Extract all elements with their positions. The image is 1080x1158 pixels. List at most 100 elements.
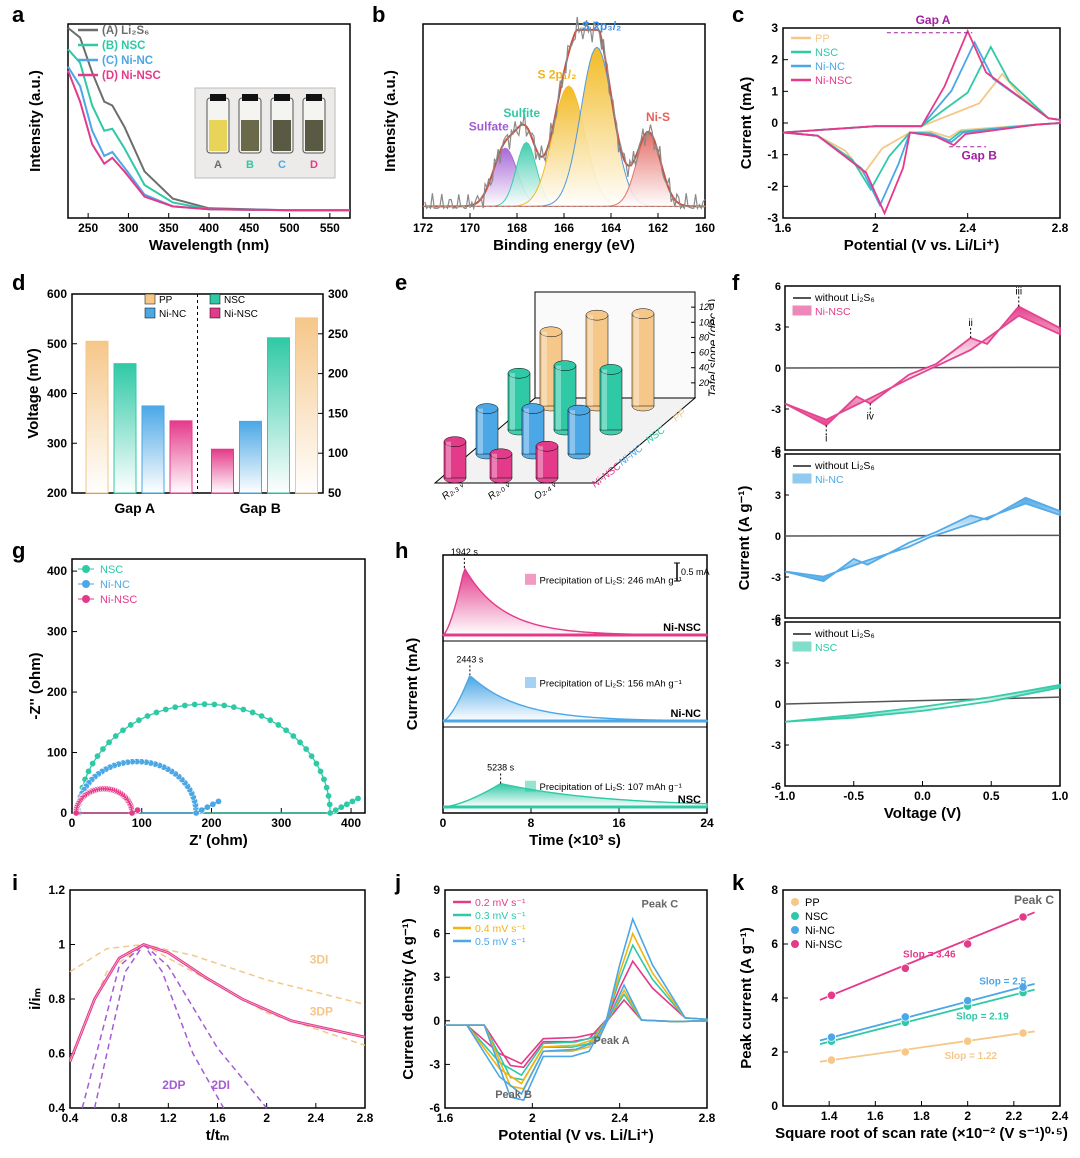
svg-text:-1.0: -1.0	[775, 789, 796, 803]
svg-text:A: A	[214, 159, 222, 171]
svg-text:S 2p₁/₂: S 2p₁/₂	[537, 67, 576, 81]
svg-text:400: 400	[199, 221, 219, 235]
svg-text:3: 3	[775, 490, 781, 502]
svg-text:200: 200	[47, 486, 67, 500]
svg-text:6: 6	[433, 927, 440, 941]
svg-text:6: 6	[775, 617, 781, 629]
svg-text:1942 s: 1942 s	[451, 547, 479, 557]
panel-g: 01002003004000100200300400Z' (ohm)-Z'' (…	[20, 545, 375, 855]
svg-text:2: 2	[964, 1109, 971, 1123]
svg-text:NSC: NSC	[815, 47, 838, 59]
svg-text:450: 450	[239, 221, 259, 235]
svg-text:2: 2	[771, 53, 778, 67]
svg-text:without Li₂S₆: without Li₂S₆	[814, 292, 875, 304]
svg-text:without Li₂S₆: without Li₂S₆	[814, 460, 875, 472]
svg-text:-3: -3	[429, 1057, 440, 1071]
svg-text:Intensity (a.u.): Intensity (a.u.)	[27, 70, 44, 172]
svg-text:6: 6	[771, 937, 778, 951]
svg-text:2DI: 2DI	[211, 1078, 230, 1092]
svg-text:0: 0	[771, 116, 778, 130]
svg-text:Ni-NC: Ni-NC	[100, 579, 130, 591]
svg-text:1.2: 1.2	[160, 1111, 177, 1125]
svg-text:without Li₂S₆: without Li₂S₆	[814, 628, 875, 640]
svg-text:-2: -2	[767, 179, 778, 193]
svg-text:3: 3	[433, 970, 440, 984]
chart-b: 172170168166164162160Binding energy (eV)…	[375, 8, 715, 258]
panel-b: 172170168166164162160Binding energy (eV)…	[375, 8, 715, 258]
svg-text:(C) Ni-NC: (C) Ni-NC	[102, 55, 153, 67]
svg-text:Wavelength (nm): Wavelength (nm)	[149, 237, 269, 254]
chart-i: 0.40.81.21.622.42.80.40.60.811.2t/tₘi/iₘ…	[20, 878, 375, 1148]
svg-text:200: 200	[47, 685, 67, 699]
svg-text:2: 2	[263, 1111, 270, 1125]
svg-text:Voltage (V): Voltage (V)	[884, 805, 961, 822]
svg-text:t/tₘ: t/tₘ	[206, 1127, 230, 1144]
svg-text:2.8: 2.8	[699, 1111, 715, 1125]
svg-text:150: 150	[328, 406, 348, 420]
svg-text:4: 4	[771, 991, 778, 1005]
svg-text:PP: PP	[805, 897, 820, 909]
svg-text:0.6: 0.6	[48, 1047, 65, 1061]
panel-e: 20406080100120Tafel slope (dec⁻¹)PPNSCNi…	[395, 278, 715, 528]
svg-text:Z' (ohm): Z' (ohm)	[189, 832, 248, 849]
svg-text:Slop = 2.5: Slop = 2.5	[979, 977, 1026, 988]
svg-text:Ni-NC: Ni-NC	[805, 925, 835, 937]
svg-text:Current (A g⁻¹): Current (A g⁻¹)	[736, 486, 753, 591]
svg-text:164: 164	[601, 221, 621, 235]
panel-f: -6-3036without Li₂S₆Ni-NSCiiiiiiiv-6-303…	[735, 278, 1070, 858]
figure-root: a b c d e f g h i j k 250300350400450500…	[0, 0, 1080, 1158]
svg-text:Ni-NSC: Ni-NSC	[100, 594, 137, 606]
svg-text:PP: PP	[159, 295, 173, 306]
svg-text:0.4 mV s⁻¹: 0.4 mV s⁻¹	[475, 923, 526, 935]
chart-g: 01002003004000100200300400Z' (ohm)-Z'' (…	[20, 545, 375, 855]
svg-text:1.2: 1.2	[48, 883, 65, 897]
chart-a: 250300350400450500550Wavelength (nm)Inte…	[20, 8, 360, 258]
svg-text:3: 3	[771, 21, 778, 35]
svg-text:(A) Li₂S₆: (A) Li₂S₆	[102, 25, 149, 37]
svg-text:Gap A: Gap A	[916, 13, 951, 27]
svg-text:Slop = 1.22: Slop = 1.22	[945, 1051, 998, 1062]
svg-text:2: 2	[872, 221, 879, 235]
svg-text:Intensity (a.u.): Intensity (a.u.)	[382, 70, 399, 172]
svg-text:PP: PP	[815, 33, 830, 45]
svg-text:162: 162	[648, 221, 668, 235]
svg-text:-3: -3	[771, 572, 781, 584]
svg-text:0: 0	[440, 816, 447, 830]
svg-text:Sulfite: Sulfite	[503, 106, 540, 120]
svg-text:250: 250	[78, 221, 98, 235]
svg-text:Slop = 3.46: Slop = 3.46	[903, 950, 956, 961]
svg-text:168: 168	[507, 221, 527, 235]
svg-text:Ni-NSC: Ni-NSC	[815, 306, 851, 318]
svg-text:0.5: 0.5	[983, 789, 1000, 803]
svg-text:0: 0	[433, 1014, 440, 1028]
svg-text:100: 100	[328, 446, 348, 460]
svg-text:2.8: 2.8	[357, 1111, 374, 1125]
chart-k: 1.41.61.822.22.402468Square root of scan…	[735, 878, 1070, 1148]
svg-text:400: 400	[47, 387, 67, 401]
svg-text:300: 300	[47, 436, 67, 450]
svg-text:1.6: 1.6	[867, 1109, 884, 1123]
svg-text:0: 0	[771, 1099, 778, 1113]
svg-text:1.8: 1.8	[913, 1109, 930, 1123]
svg-text:Ni-NC: Ni-NC	[670, 708, 701, 720]
svg-text:200: 200	[202, 816, 222, 830]
svg-text:Binding energy (eV): Binding energy (eV)	[493, 237, 635, 254]
svg-text:Peak A: Peak A	[593, 1035, 629, 1047]
svg-text:160: 160	[695, 221, 715, 235]
panel-h: 081624Time (×10³ s)Current (mA)0.5 mA194…	[395, 545, 715, 855]
svg-text:2.4: 2.4	[611, 1111, 628, 1125]
svg-text:2: 2	[529, 1111, 536, 1125]
svg-text:0: 0	[775, 363, 781, 375]
svg-text:Gap B: Gap B	[240, 500, 281, 516]
svg-text:NSC: NSC	[815, 642, 838, 654]
svg-text:2.4: 2.4	[1052, 1109, 1069, 1123]
svg-text:300: 300	[118, 221, 138, 235]
svg-text:Potential (V vs. Li/Li⁺): Potential (V vs. Li/Li⁺)	[844, 237, 999, 254]
svg-text:300: 300	[47, 625, 67, 639]
svg-text:1: 1	[771, 84, 778, 98]
svg-text:Gap B: Gap B	[962, 148, 998, 162]
svg-text:2.4: 2.4	[307, 1111, 324, 1125]
svg-text:2DP: 2DP	[162, 1078, 185, 1092]
svg-text:Current density (A g⁻¹): Current density (A g⁻¹)	[400, 918, 417, 1080]
svg-text:Precipitation of Li₂S: 156 mAh: Precipitation of Li₂S: 156 mAh g⁻¹	[540, 679, 682, 690]
